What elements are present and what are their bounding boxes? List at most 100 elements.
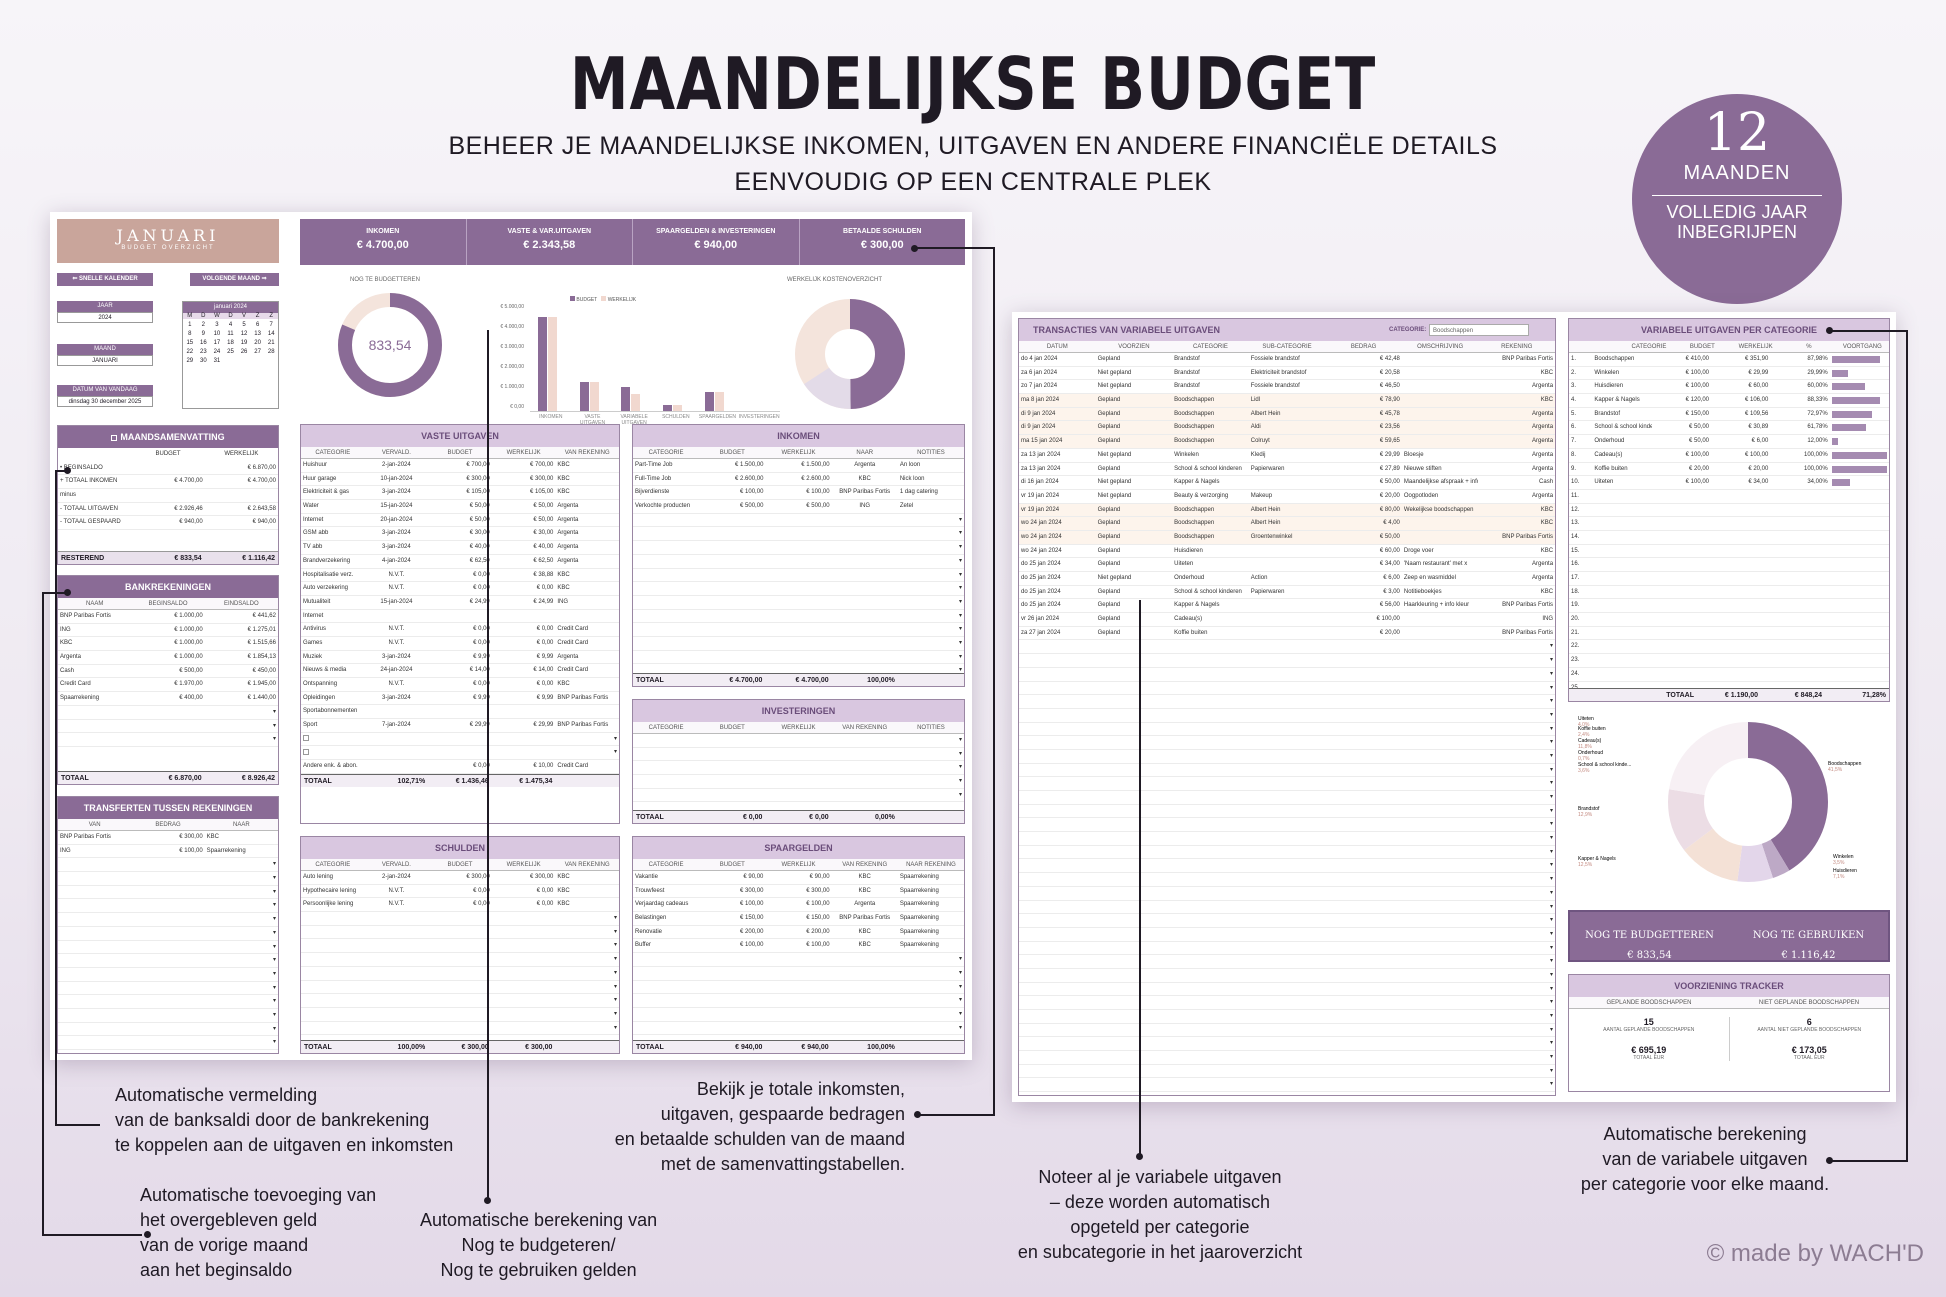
table-row[interactable]: ▾ <box>58 913 278 927</box>
table-row[interactable]: Bijverdienste € 100,00 € 100,00 BNP Paribas… <box>633 486 964 501</box>
table-row[interactable]: ▾ <box>633 789 964 803</box>
table-row[interactable]: 2. Winkelen € 100,00 € 29,99 29,99% <box>1569 367 1889 381</box>
table-row[interactable]: Buffer € 100,00 € 100,00 KBC Spaarrekening <box>633 939 964 954</box>
table-row[interactable]: Elektriciteit & gas 3-jan-2024 € 105,00 € 1… <box>301 486 619 501</box>
calendar-day[interactable]: 23 <box>200 349 207 355</box>
table-row[interactable]: ▾ <box>301 733 619 747</box>
calendar-day[interactable]: 28 <box>267 349 275 355</box>
table-row[interactable]: Hospitalisatie verz. N.V.T. € 0,00 € 38,88 K… <box>301 569 619 583</box>
next-month-button[interactable]: VOLGENDE MAAND ⇒ <box>190 273 279 286</box>
table-row[interactable]: TV abb 3-jan-2024 € 40,00 € 40,00 Argenta <box>301 541 619 555</box>
table-row[interactable]: ▾ <box>1019 996 1555 1010</box>
table-row[interactable]: 18. <box>1569 586 1889 600</box>
summary-checkbox[interactable] <box>111 434 118 441</box>
table-row[interactable]: 11. <box>1569 490 1889 504</box>
table-row[interactable]: ▾ <box>1019 887 1555 901</box>
calendar-day[interactable]: 13 <box>254 331 261 337</box>
table-row[interactable]: 24. <box>1569 668 1889 682</box>
table-row[interactable]: ▾ <box>58 706 278 720</box>
table-row[interactable]: ▾ <box>1019 983 1555 997</box>
table-row[interactable]: ▾ <box>58 899 278 914</box>
table-row[interactable]: Water 15-jan-2024 € 50,00 € 50,00 Argenta <box>301 500 619 514</box>
table-row[interactable]: za 27 jan 2024 Gepland Koffie buiten € 20,0… <box>1019 627 1555 641</box>
table-row[interactable]: ▾ <box>1019 859 1555 874</box>
table-row[interactable]: 21. <box>1569 627 1889 641</box>
table-row[interactable]: Antivirus N.V.T. € 0,00 € 0,00 Credit Card <box>301 623 619 637</box>
table-row[interactable]: ▾ <box>633 623 964 637</box>
table-row[interactable]: ▾ <box>58 872 278 886</box>
table-row[interactable]: ▾ <box>301 994 619 1008</box>
calendar-day[interactable]: 10 <box>213 331 221 337</box>
table-row[interactable]: do 25 jan 2024 Gepland School & school kin… <box>1019 586 1555 600</box>
table-row[interactable]: KBC € 1.000,00 € 1.515,66 <box>58 637 278 652</box>
table-row[interactable]: Belastingen € 150,00 € 150,00 BNP Paribas F… <box>633 912 964 926</box>
table-row[interactable]: ▾ <box>633 748 964 762</box>
table-row[interactable]: Nieuws & media 24-jan-2024 € 14,00 € 14,00 C… <box>301 664 619 678</box>
table-row[interactable]: ▾ <box>1019 723 1555 737</box>
table-row[interactable]: vr 26 jan 2024 Gepland Cadeau(s) € 100,00 IN… <box>1019 613 1555 627</box>
table-row[interactable]: 9. Koffie buiten € 20,00 € 20,00 100,00% <box>1569 463 1889 477</box>
table-row[interactable]: ▾ <box>58 1009 278 1023</box>
table-row[interactable]: ▾ <box>301 967 619 981</box>
table-row[interactable]: ▾ <box>633 734 964 748</box>
table-row[interactable]: 5. Brandstof € 150,00 € 109,56 72,97% <box>1569 408 1889 422</box>
table-row[interactable]: Sport 7-jan-2024 € 29,99 € 29,99 BNP Paribas… <box>301 719 619 733</box>
table-row[interactable]: Games N.V.T. € 0,00 € 0,00 Credit Card <box>301 637 619 651</box>
table-row[interactable]: ▾ <box>633 527 964 542</box>
table-row[interactable]: ▾ <box>633 555 964 569</box>
table-row[interactable]: ▾ <box>301 746 619 761</box>
calendar-day[interactable]: 2 <box>201 322 206 328</box>
table-row[interactable]: ▾ <box>58 968 278 982</box>
calendar-day[interactable]: 15 <box>186 340 194 346</box>
table-row[interactable]: ▾ <box>58 858 278 873</box>
table-row[interactable]: vr 19 jan 2024 Gepland Boodschappen Albert … <box>1019 503 1555 518</box>
table-row[interactable]: ▾ <box>1019 901 1555 915</box>
table-row[interactable]: za 13 jan 2024 Niet gepland Winkelen Kledij… <box>1019 449 1555 463</box>
table-row[interactable]: Internet <box>301 610 619 624</box>
table-row[interactable]: Spaarrekening € 400,00 € 1.440,00 <box>58 692 278 706</box>
table-row[interactable]: ▾ <box>58 954 278 968</box>
table-row[interactable]: ▾ <box>58 927 278 941</box>
calendar-day[interactable]: 30 <box>200 358 207 364</box>
table-row[interactable]: ▾ <box>58 720 278 734</box>
table-row[interactable]: di 9 jan 2024 Gepland Boodschappen Aldi € 23… <box>1019 421 1555 436</box>
table-row[interactable]: ▾ <box>633 1022 964 1036</box>
table-row[interactable]: Part-Time Job € 1.500,00 € 1.500,00 Argenta… <box>633 459 964 473</box>
table-row[interactable]: Auto lening 2-jan-2024 € 300,00 € 300,00 KBC <box>301 871 619 885</box>
table-row[interactable]: ▾ <box>1019 1010 1555 1024</box>
table-row[interactable]: Credit Card € 1.970,00 € 1.945,00 <box>58 678 278 693</box>
table-row[interactable]: vr 19 jan 2024 Niet gepland Beauty & verzo… <box>1019 490 1555 504</box>
table-row[interactable]: ▾ <box>1019 805 1555 819</box>
table-row[interactable]: ▾ <box>633 610 964 624</box>
table-row[interactable]: ▾ <box>58 1023 278 1037</box>
table-row[interactable]: BNP Paribas Fortis € 300,00 KBC <box>58 831 278 845</box>
table-row[interactable]: 20. <box>1569 613 1889 627</box>
calendar-day[interactable]: 18 <box>227 340 234 346</box>
table-row[interactable]: BNP Paribas Fortis € 1.000,00 € 441,62 <box>58 610 278 624</box>
table-row[interactable]: Muziek 3-jan-2024 € 9,99 € 9,99 Argenta <box>301 651 619 665</box>
table-row[interactable]: 15. <box>1569 545 1889 559</box>
calendar-day[interactable]: 11 <box>227 331 234 337</box>
table-row[interactable]: ▾ <box>633 1008 964 1022</box>
table-row[interactable]: ▾ <box>1019 791 1555 805</box>
table-row[interactable]: ▾ <box>301 939 619 954</box>
table-row[interactable]: ▾ <box>1019 736 1555 750</box>
table-row[interactable]: ▾ <box>1019 777 1555 791</box>
calendar-day[interactable]: 12 <box>240 331 248 337</box>
table-row[interactable]: ▾ <box>633 569 964 583</box>
table-row[interactable]: Argenta € 1.000,00 € 1.854,13 <box>58 651 278 665</box>
table-row[interactable]: Renovatie € 200,00 € 200,00 KBC Spaarrekenin… <box>633 926 964 940</box>
table-row[interactable]: ▾ <box>301 912 619 926</box>
calendar-day[interactable]: 26 <box>240 349 248 355</box>
calendar-day[interactable]: 27 <box>254 349 261 355</box>
calendar-day[interactable]: 5 <box>242 322 246 328</box>
table-row[interactable]: ▾ <box>633 761 964 776</box>
table-row[interactable]: Opleidingen 3-jan-2024 € 9,99 € 9,99 BNP Par… <box>301 692 619 706</box>
table-row[interactable]: ▾ <box>58 995 278 1009</box>
table-row[interactable]: ▾ <box>1019 709 1555 723</box>
calendar-day[interactable]: 9 <box>201 331 206 337</box>
calendar-day[interactable]: 21 <box>267 340 275 346</box>
table-row[interactable]: ▾ <box>633 596 964 610</box>
table-row[interactable]: ▾ <box>1019 1065 1555 1079</box>
table-row[interactable]: ▾ <box>1019 640 1555 655</box>
